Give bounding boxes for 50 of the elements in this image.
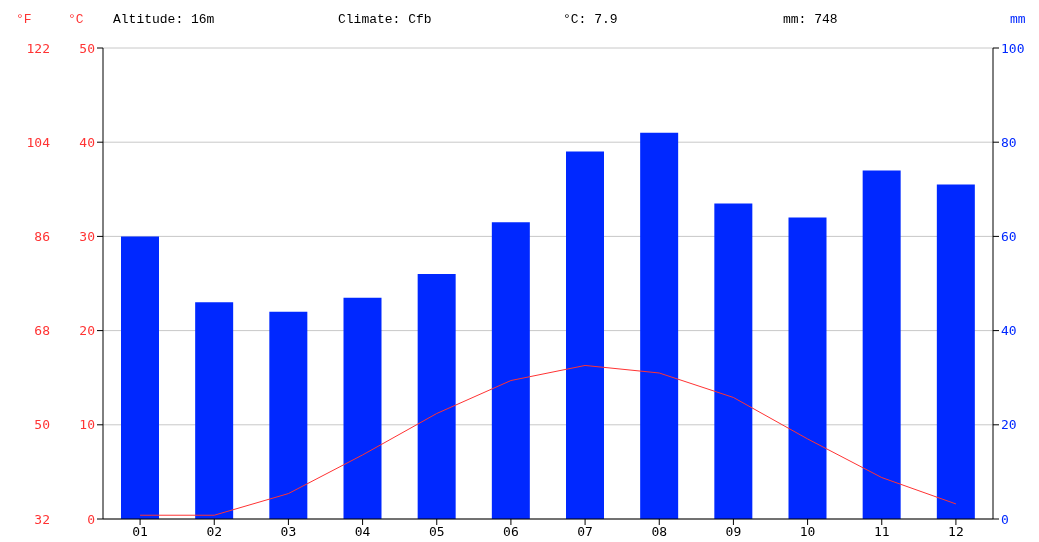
x-tick-label: 04 xyxy=(354,524,371,540)
x-tick-label: 07 xyxy=(577,524,593,540)
y-axis-title: °C xyxy=(68,12,84,27)
y2-tick-label: 100 xyxy=(1001,40,1025,56)
x-tick-label: 05 xyxy=(428,524,445,540)
y2-axis-title: mm xyxy=(1010,12,1026,27)
y3-tick-label: 122 xyxy=(26,40,50,56)
y2-tick-label: 60 xyxy=(1001,229,1017,245)
bar xyxy=(640,132,679,519)
y2-tick-label: 80 xyxy=(1001,134,1017,150)
text: Altitude: 16m xyxy=(113,12,215,27)
x-tick-label: 06 xyxy=(503,524,519,540)
bar xyxy=(936,184,975,519)
bar xyxy=(269,311,308,519)
y3-tick-label: 32 xyxy=(34,511,50,527)
x-tick-label: 02 xyxy=(206,524,223,540)
line-series xyxy=(139,364,957,516)
y3-tick-label: 50 xyxy=(34,417,50,433)
text: °C: 7.9 xyxy=(563,12,618,27)
x-tick-label: 08 xyxy=(651,524,668,540)
y-tick-label: 10 xyxy=(79,417,95,433)
bar xyxy=(417,274,456,519)
bar xyxy=(788,217,827,519)
y2-tick-label: 40 xyxy=(1001,323,1017,339)
text: mm: 748 xyxy=(783,12,838,27)
y2-tick-label: 0 xyxy=(1001,511,1009,527)
y2-tick-label: 20 xyxy=(1001,417,1017,433)
x-tick-label: 10 xyxy=(799,524,816,540)
y-tick-label: 30 xyxy=(79,229,95,245)
bar xyxy=(195,302,234,519)
y3-axis-title: °F xyxy=(16,12,32,27)
bar xyxy=(862,170,901,519)
x-tick-label: 03 xyxy=(280,524,297,540)
x-tick-label: 09 xyxy=(725,524,742,540)
bar xyxy=(491,222,530,519)
y-tick-label: 20 xyxy=(79,323,95,339)
bar xyxy=(566,151,604,519)
y3-tick-label: 86 xyxy=(34,229,50,245)
x-tick-label: 12 xyxy=(948,524,964,540)
y3-tick-label: 104 xyxy=(26,134,51,150)
y3-tick-label: 68 xyxy=(34,323,50,339)
bar xyxy=(714,203,753,519)
bar xyxy=(343,297,382,519)
y-tick-label: 50 xyxy=(79,40,95,56)
text: Climate: Cfb xyxy=(338,12,432,27)
y-tick-label: 40 xyxy=(79,134,95,150)
bar xyxy=(121,236,159,519)
x-tick-label: 01 xyxy=(132,524,148,540)
y-tick-label: 0 xyxy=(87,511,95,527)
x-tick-label: 11 xyxy=(873,524,890,540)
